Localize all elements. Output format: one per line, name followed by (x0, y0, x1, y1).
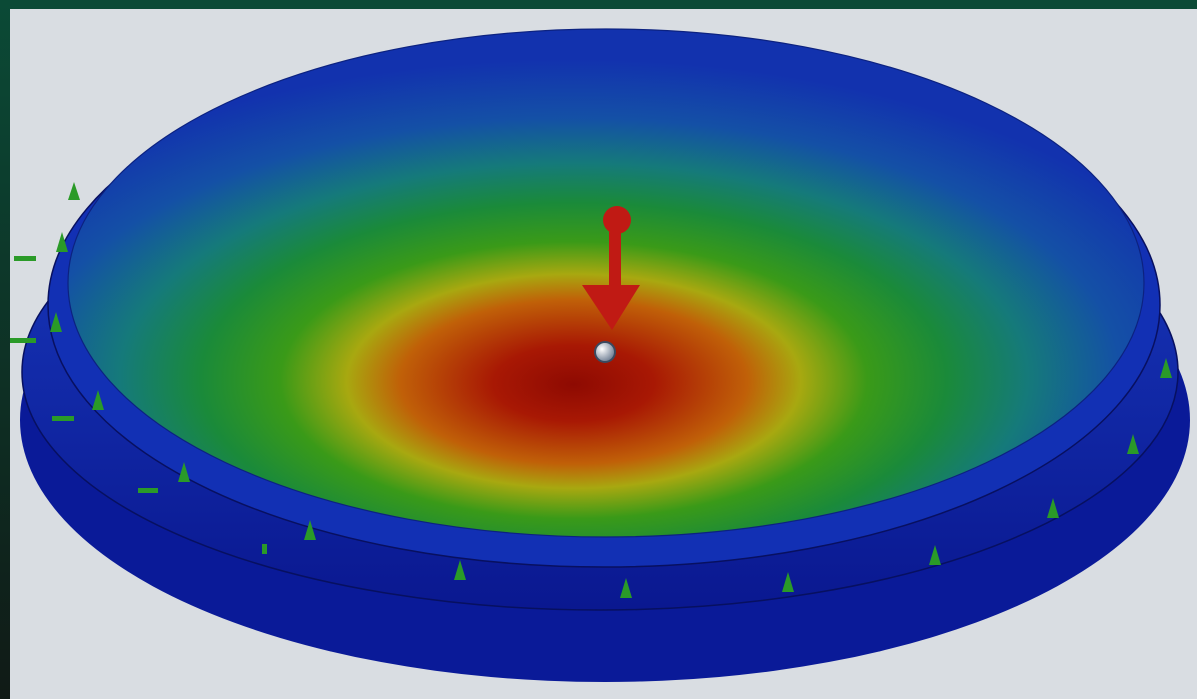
load-point (595, 342, 615, 362)
fixture-pin (14, 256, 36, 261)
fixture-pin (138, 488, 158, 493)
disk-surface (68, 29, 1144, 537)
page (0, 0, 1197, 699)
fixture-pin (262, 544, 267, 554)
fixture-pin (10, 338, 36, 343)
simulation-view (0, 0, 1197, 699)
arrow-shaft (609, 226, 621, 288)
fixture-pin (52, 416, 74, 421)
